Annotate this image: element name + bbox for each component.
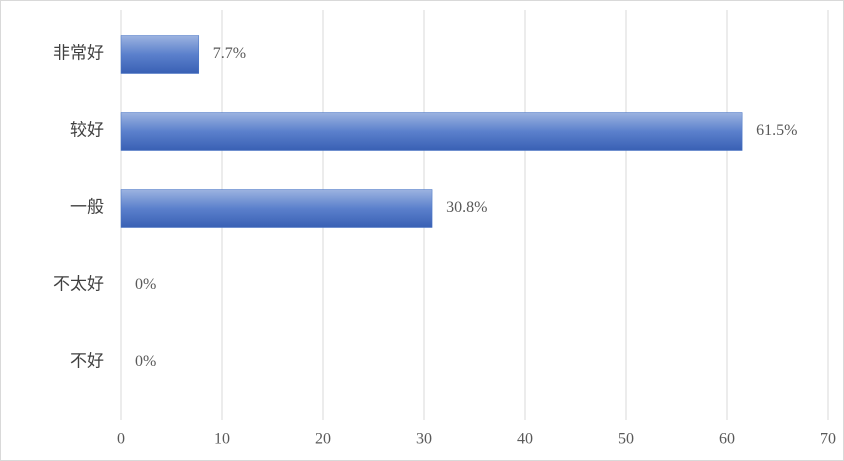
x-tick-label: 20 bbox=[315, 431, 331, 448]
value-label: 30.8% bbox=[446, 199, 487, 216]
value-label: 0% bbox=[135, 276, 156, 293]
x-tick-label: 40 bbox=[517, 431, 533, 448]
y-tick-label: 不太好 bbox=[53, 274, 104, 293]
x-tick-label: 50 bbox=[618, 431, 634, 448]
x-tick-label: 30 bbox=[416, 431, 432, 448]
value-label: 7.7% bbox=[213, 45, 246, 62]
y-tick-label: 较好 bbox=[70, 120, 104, 139]
value-label: 61.5% bbox=[756, 122, 797, 139]
x-tick-label: 0 bbox=[117, 431, 125, 448]
x-tick-label: 60 bbox=[719, 431, 735, 448]
x-tick-label: 70 bbox=[820, 431, 836, 448]
y-tick-label: 不好 bbox=[70, 351, 104, 370]
value-label: 0% bbox=[135, 353, 156, 370]
bar bbox=[120, 35, 200, 74]
bar bbox=[120, 112, 743, 151]
y-tick-label: 一般 bbox=[70, 197, 104, 216]
bar bbox=[120, 189, 433, 228]
x-tick-label: 10 bbox=[214, 431, 230, 448]
y-tick-label: 非常好 bbox=[53, 43, 104, 62]
